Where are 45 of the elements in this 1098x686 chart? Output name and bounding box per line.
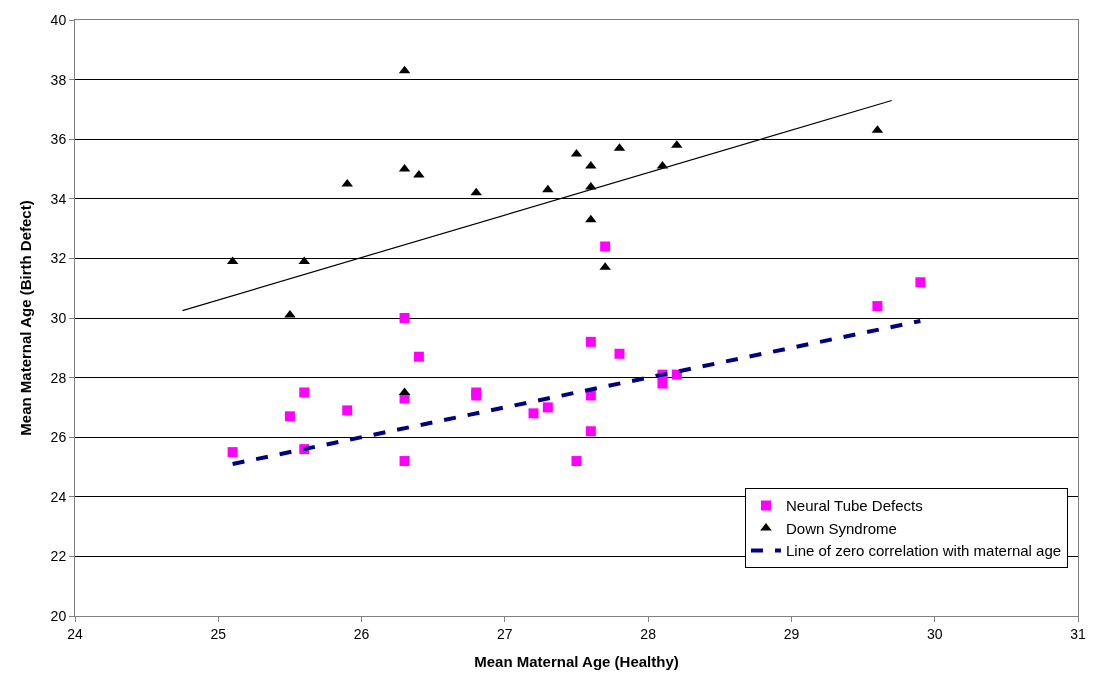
point (657, 378, 668, 389)
y-tick-label: 30 (50, 309, 67, 326)
y-axis-title: Mean Maternal Age (Birth Defect) (16, 200, 34, 436)
y-tick-label: 24 (50, 488, 67, 505)
point (528, 408, 539, 419)
point (413, 351, 424, 362)
point (284, 411, 295, 422)
y-tick-label: 38 (50, 71, 67, 88)
legend-label: Neural Tube Defects (785, 497, 923, 515)
point (614, 348, 625, 359)
y-tick-label: 28 (50, 369, 67, 386)
x-tick-label: 28 (640, 625, 657, 642)
point (470, 187, 482, 196)
x-tick-label: 24 (67, 625, 83, 642)
x-axis-title: Mean Maternal Age (Healthy) (474, 652, 679, 670)
point (872, 301, 883, 312)
y-tick-label: 36 (50, 131, 67, 148)
point (571, 456, 582, 467)
point (585, 426, 596, 437)
point (399, 456, 410, 467)
point (399, 313, 410, 323)
y-tick-label: 34 (50, 190, 67, 207)
point (542, 184, 554, 193)
x-tick-label: 27 (497, 625, 513, 642)
y-tick-label: 32 (50, 250, 67, 267)
point (600, 241, 611, 252)
point (585, 336, 596, 347)
point (585, 214, 597, 223)
y-tick-label: 40 (50, 11, 67, 28)
x-tick-label: 29 (783, 625, 800, 642)
legend-label: Line of zero correlation with maternal age (785, 542, 1062, 560)
y-tick-label: 22 (50, 548, 67, 565)
x-tick-label: 26 (353, 625, 370, 642)
point (227, 447, 238, 458)
y-tick-label: 20 (50, 607, 67, 624)
point (671, 369, 682, 380)
y-tick-label: 26 (50, 429, 67, 446)
point (542, 402, 553, 413)
point (299, 387, 310, 398)
x-tick-label: 25 (210, 625, 227, 642)
legend-label: Down Syndrome (785, 519, 897, 537)
x-tick-label: 31 (1070, 625, 1086, 642)
point (915, 277, 926, 288)
x-tick-label: 30 (926, 625, 943, 642)
point (342, 405, 353, 416)
